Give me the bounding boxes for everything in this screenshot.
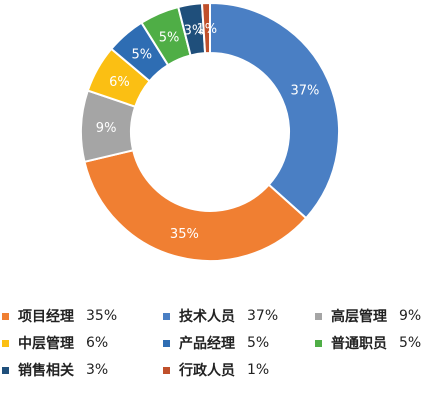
slice-label-0: 37% [291,84,320,99]
legend-value: 35% [86,308,118,324]
legend-label: 产品经理 [179,336,235,352]
donut-plot: 37%35%9%6%5%5% 3%1% [80,1,340,262]
slice-label-6: 3% [184,23,205,38]
legend-value: 1% [247,362,270,378]
legend-value: 9% [399,308,422,324]
legend-item-2: 高层管理 9% [315,306,421,326]
legend-swatch [163,366,170,374]
legend-swatch [2,339,9,347]
legend-swatch [163,312,170,320]
slice-label-4: 5% [131,47,152,62]
slice-label-5: 5% [159,30,180,45]
legend: 项目经理 35% 技术人员 37% 高层管理 9% 中层管理 6% 产品经理 5% 普通职员 5% 销售… [0,296,436,400]
legend-value: 37% [247,308,279,324]
legend-item-5: 普通职员 5% [315,333,421,353]
legend-item-1: 技术人员 37% [163,306,278,326]
legend-label: 高层管理 [331,309,387,325]
legend-swatch [2,312,9,320]
slice-label-2: 9% [96,121,117,136]
slice-1 [83,149,308,262]
legend-label: 技术人员 [179,309,235,325]
legend-swatch [315,312,322,320]
legend-item-6: 销售相关 3% [2,360,108,380]
slice-label-3: 6% [109,75,130,90]
legend-item-7: 行政人员 1% [163,360,269,380]
legend-swatch [2,366,9,374]
legend-label: 中层管理 [18,336,74,352]
legend-item-4: 产品经理 5% [163,333,269,353]
slice-7 [200,1,211,55]
legend-item-0: 项目经理 35% [2,306,117,326]
legend-label: 销售相关 [18,363,74,379]
slice-label-1: 35% [170,227,199,242]
legend-item-3: 中层管理 6% [2,333,108,353]
legend-value: 5% [247,335,270,351]
legend-label: 项目经理 [18,309,74,325]
legend-swatch [163,339,170,347]
legend-label: 行政人员 [179,363,235,379]
legend-value: 6% [86,335,109,351]
legend-value: 5% [399,335,422,351]
legend-value: 3% [86,362,109,378]
legend-swatch [315,339,322,347]
legend-label: 普通职员 [331,336,387,352]
slice-0 [209,1,340,220]
slice-label-7: 1% [196,22,217,37]
